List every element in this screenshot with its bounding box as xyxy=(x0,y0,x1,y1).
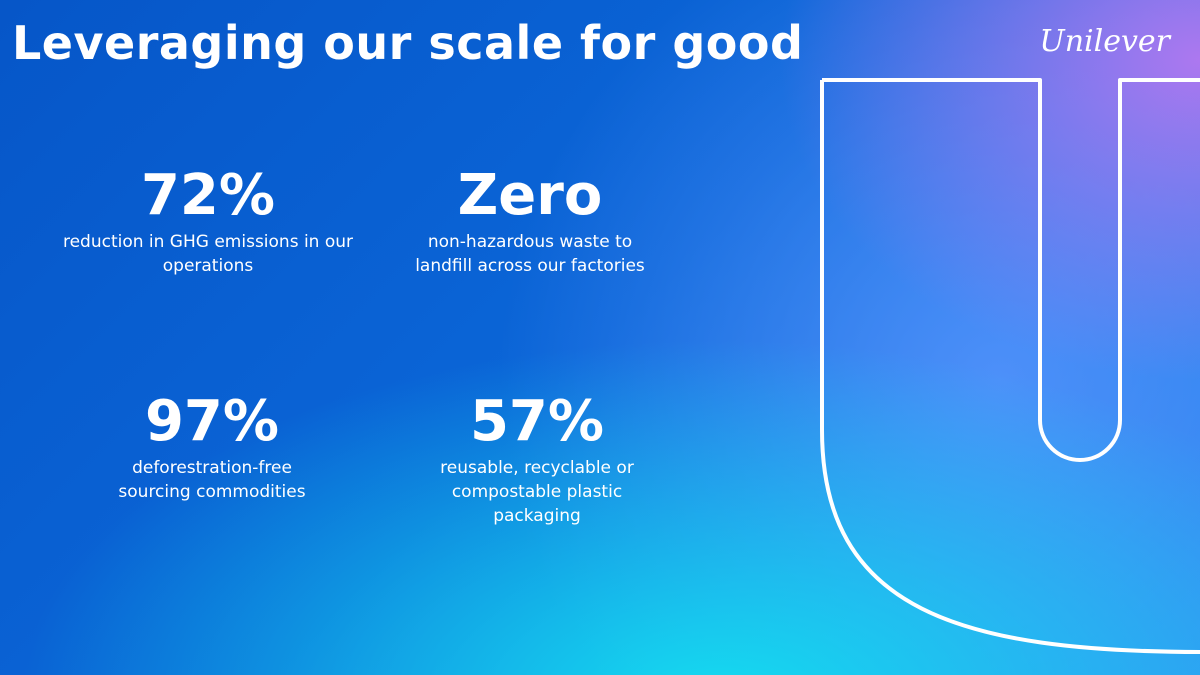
stat-label: reusable, recyclable or compostable plas… xyxy=(440,458,634,526)
stat-value: 97% xyxy=(144,389,280,454)
stat-value: 72% xyxy=(140,163,276,228)
title: Leveraging our scale for good xyxy=(12,16,804,70)
stat-label: deforestration-free sourcing commodities xyxy=(118,458,306,502)
stat: 57% reusable, recyclable or compostable … xyxy=(417,390,657,528)
stat: Zero non-hazardous waste to landfill acr… xyxy=(405,164,655,278)
stat: 97% deforestration-free sourcing commodi… xyxy=(97,390,327,504)
stat-label: reduction in GHG emissions in our operat… xyxy=(62,232,354,276)
stat-value: 57% xyxy=(469,389,605,454)
stat-value: Zero xyxy=(457,163,603,228)
stat: 72% reduction in GHG emissions in our op… xyxy=(58,164,358,278)
logo: Unilever xyxy=(1039,24,1170,59)
stat-label: non-hazardous waste to landfill across o… xyxy=(415,232,645,276)
u-outline xyxy=(820,78,1200,654)
